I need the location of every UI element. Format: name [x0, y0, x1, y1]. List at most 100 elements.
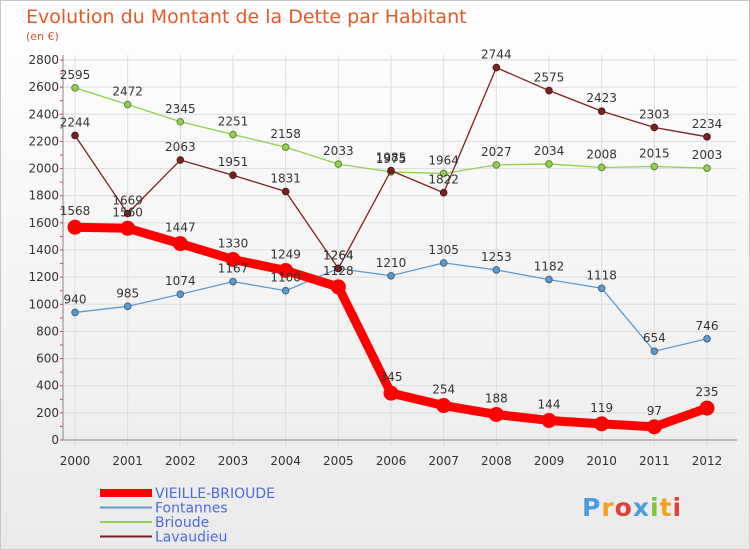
data-label-brioude: 2251 [218, 115, 249, 129]
data-point-vieille-brioude [67, 219, 83, 235]
data-label-vieille-brioude: 1249 [270, 247, 301, 261]
data-label-lavaudieu: 2244 [60, 115, 91, 129]
data-label-brioude: 2027 [481, 145, 512, 159]
data-point-vieille-brioude [383, 385, 399, 401]
data-label-lavaudieu: 2063 [165, 140, 196, 154]
data-point-lavaudieu [176, 156, 185, 164]
data-point-brioude [545, 160, 553, 168]
x-tick-label: 2000 [60, 454, 91, 468]
data-point-brioude [71, 84, 79, 92]
data-point-vieille-brioude [120, 220, 136, 236]
y-tick-label: 800 [36, 324, 59, 338]
data-label-lavaudieu: 2575 [534, 71, 565, 85]
data-point-brioude [492, 161, 501, 169]
legend-label-fontannes: Fontannes [155, 501, 228, 517]
data-label-fontannes: 985 [116, 286, 139, 300]
data-point-lavaudieu [71, 131, 79, 140]
data-point-fontannes [703, 334, 711, 343]
data-point-brioude [123, 100, 132, 109]
data-label-brioude: 1975 [376, 152, 407, 166]
y-tick-label: 0 [51, 433, 59, 447]
legend-label-vieille-brioude: VIEILLE-BRIOUDE [155, 486, 275, 502]
data-label-lavaudieu: 1264 [323, 248, 354, 262]
legend-label-brioude: Brioude [155, 515, 209, 531]
series-fontannes [71, 259, 711, 356]
data-point-vieille-brioude [699, 400, 715, 416]
data-label-fontannes: 1118 [586, 268, 617, 282]
axes: 0 200 400 600 800 1000 1200 1400 1600 1800 2000 220… [28, 53, 737, 468]
data-point-brioude [334, 160, 343, 168]
data-point-fontannes [71, 308, 79, 317]
data-point-vieille-brioude [594, 416, 610, 432]
data-label-fontannes: 1074 [165, 274, 196, 288]
data-label-fontannes: 940 [64, 292, 87, 306]
data-label-lavaudieu: 1951 [218, 155, 249, 169]
series-lavaudieu [71, 63, 711, 273]
data-point-fontannes [650, 347, 659, 356]
data-point-vieille-brioude [436, 398, 452, 414]
data-label-fontannes: 654 [643, 331, 666, 345]
data-point-fontannes [387, 271, 395, 280]
data-label-vieille-brioude: 188 [485, 391, 508, 405]
series-vieille-brioude [67, 219, 715, 435]
data-point-vieille-brioude [225, 252, 241, 267]
y-tick-label: 1800 [28, 189, 59, 203]
data-label-fontannes: 1210 [376, 256, 407, 270]
data-labels: 940 985 1074 1167 1100 1264 1210 1305 1253 1182 11… [60, 48, 723, 418]
y-tick-label: 2600 [28, 80, 59, 94]
x-tick-label: 2002 [165, 454, 196, 468]
x-tick-label: 2008 [481, 454, 512, 468]
data-point-brioude [229, 130, 237, 139]
data-point-fontannes [439, 259, 448, 267]
data-point-fontannes [123, 302, 132, 311]
data-label-lavaudieu: 2234 [692, 117, 723, 131]
data-point-vieille-brioude [541, 412, 557, 428]
data-point-brioude [703, 164, 711, 172]
data-label-lavaudieu: 1985 [376, 151, 407, 165]
y-tick-label: 1600 [28, 216, 59, 230]
chart-title: Evolution du Montant de la Dette par Hab… [26, 6, 467, 28]
data-label-vieille-brioude: 1560 [112, 205, 143, 219]
x-tick-label: 2012 [692, 454, 723, 468]
y-tick-label: 1400 [28, 243, 59, 257]
data-point-fontannes [597, 284, 606, 293]
data-point-fontannes [281, 286, 290, 295]
svg-text:Proxiti: Proxiti [582, 493, 682, 522]
data-label-vieille-brioude: 1447 [165, 221, 196, 235]
y-tick-label: 1000 [28, 297, 59, 311]
data-point-vieille-brioude [646, 419, 662, 435]
data-point-fontannes [229, 277, 237, 286]
data-label-vieille-brioude: 1128 [323, 264, 354, 278]
data-label-lavaudieu: 1822 [428, 173, 459, 187]
y-tick-label: 2800 [28, 53, 59, 67]
data-point-fontannes [492, 266, 501, 274]
legend-label-lavaudieu: Lavaudieu [155, 530, 227, 546]
data-label-brioude: 2015 [639, 147, 670, 161]
data-point-lavaudieu [387, 166, 395, 175]
data-label-lavaudieu: 2744 [481, 48, 512, 62]
data-point-lavaudieu [597, 107, 606, 115]
proxiti-logo: Proxiti [582, 493, 682, 522]
data-label-vieille-brioude: 144 [538, 397, 561, 411]
data-label-fontannes: 746 [696, 319, 719, 333]
data-label-vieille-brioude: 345 [380, 370, 403, 384]
x-tick-label: 2010 [586, 454, 617, 468]
y-tick-label: 2000 [28, 162, 59, 176]
x-tick-label: 2007 [428, 454, 459, 468]
data-label-lavaudieu: 1831 [270, 172, 301, 186]
y-tick-label: 2400 [28, 107, 59, 121]
data-point-lavaudieu [334, 264, 343, 273]
data-point-lavaudieu [123, 209, 132, 218]
data-label-fontannes: 1305 [428, 243, 459, 257]
series-layer [67, 63, 715, 435]
y-tick-label: 200 [36, 406, 59, 420]
data-point-lavaudieu [650, 123, 659, 132]
data-label-fontannes: 1182 [534, 260, 565, 274]
data-point-vieille-brioude [172, 236, 188, 252]
data-label-brioude: 2033 [323, 144, 354, 158]
data-label-lavaudieu: 1669 [112, 193, 143, 207]
x-tick-label: 2006 [376, 454, 407, 468]
data-label-lavaudieu: 2303 [639, 107, 670, 121]
data-label-vieille-brioude: 97 [647, 404, 662, 418]
